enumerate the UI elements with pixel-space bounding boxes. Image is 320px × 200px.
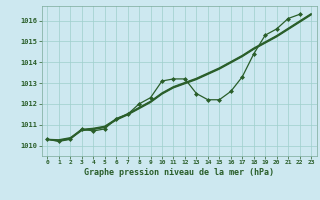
X-axis label: Graphe pression niveau de la mer (hPa): Graphe pression niveau de la mer (hPa) [84, 168, 274, 177]
